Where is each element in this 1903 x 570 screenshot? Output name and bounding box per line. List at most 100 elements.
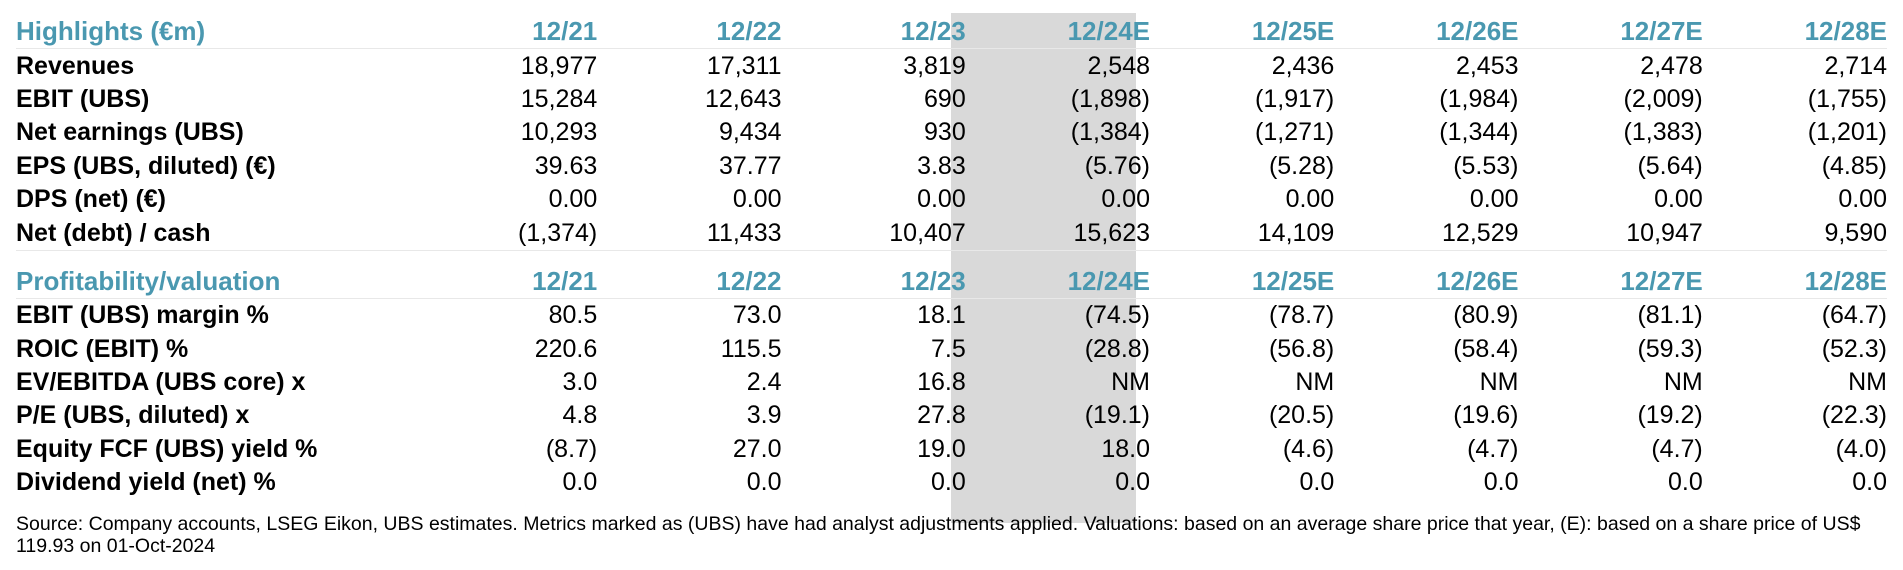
- year-header: 12/22: [597, 15, 782, 50]
- row-label: EBIT (UBS): [16, 84, 150, 113]
- year-header: 12/21: [413, 15, 598, 50]
- value-cell: 37.77: [718, 151, 782, 180]
- value-cell: 0.0: [1667, 468, 1703, 497]
- value-cell: 10,293: [520, 118, 598, 147]
- year-header: 12/23: [781, 15, 966, 50]
- section-title: Profitability/valuation: [16, 264, 413, 300]
- year-header: 12/27E: [1518, 15, 1703, 50]
- table-row: EPS (UBS, diluted) (€) 39.63 37.77 3.83 (5.7…: [16, 150, 1887, 183]
- value-cell: (4.6): [1282, 434, 1335, 463]
- value-cell: (1,384): [1070, 118, 1150, 147]
- value-cell: 0.00: [548, 185, 598, 214]
- value-cell: NM: [1848, 368, 1887, 397]
- value-cell: 3.0: [562, 368, 598, 397]
- value-cell: 7.5: [930, 334, 966, 363]
- value-cell: 0.00: [917, 185, 966, 214]
- value-cell: (81.1): [1637, 301, 1703, 330]
- value-cell: (19.6): [1453, 401, 1519, 430]
- value-cell: 18.0: [1101, 434, 1150, 463]
- table-row: P/E (UBS, diluted) x 4.8 3.9 27.8 (19.1) (20.…: [16, 399, 1887, 432]
- value-cell: (22.3): [1821, 401, 1887, 430]
- value-cell: 15,284: [520, 84, 598, 113]
- value-cell: 10,407: [889, 218, 966, 247]
- year-header: 12/24E: [965, 15, 1150, 50]
- section-title: Highlights (€m): [16, 15, 413, 50]
- row-label: P/E (UBS, diluted) x: [16, 401, 250, 430]
- value-cell: 27.8: [917, 401, 966, 430]
- value-cell: (28.8): [1084, 334, 1150, 363]
- value-cell: (1,271): [1255, 118, 1335, 147]
- value-cell: (4.0): [1835, 434, 1887, 463]
- value-cell: 220.6: [534, 334, 598, 363]
- year-header: 12/25E: [1150, 15, 1335, 50]
- value-cell: (4.85): [1821, 151, 1887, 180]
- value-cell: 115.5: [720, 334, 782, 363]
- value-cell: (74.5): [1084, 301, 1150, 330]
- table-row: Net earnings (UBS) 10,293 9,434 930 (1,384) (…: [16, 116, 1887, 149]
- value-cell: 15,623: [1073, 218, 1150, 247]
- value-cell: 10,947: [1626, 218, 1703, 247]
- value-cell: (56.8): [1268, 334, 1335, 363]
- year-header: 12/28E: [1702, 15, 1887, 50]
- value-cell: (1,984): [1439, 84, 1519, 113]
- value-cell: (1,374): [518, 218, 598, 247]
- value-cell: 0.0: [1115, 468, 1150, 497]
- value-cell: 2.4: [746, 368, 782, 397]
- value-cell: (20.5): [1268, 401, 1335, 430]
- year-header: 12/23: [781, 264, 966, 300]
- row-label: EPS (UBS, diluted) (€): [16, 151, 276, 180]
- table-row: Dividend yield (net) % 0.0 0.0 0.0 0.0 0.0 0.0…: [16, 466, 1887, 499]
- value-cell: 12,529: [1442, 218, 1519, 247]
- value-cell: 12,643: [705, 84, 782, 113]
- value-cell: 18,977: [520, 51, 598, 80]
- year-header: 12/26E: [1334, 264, 1519, 300]
- value-cell: (58.4): [1453, 334, 1519, 363]
- value-cell: 3.9: [746, 401, 782, 430]
- value-cell: (1,898): [1070, 84, 1150, 113]
- value-cell: 9,590: [1824, 218, 1887, 247]
- value-cell: (2,009): [1623, 84, 1703, 113]
- value-cell: 690: [924, 84, 966, 113]
- value-cell: 2,436: [1271, 51, 1335, 80]
- row-label: Net (debt) / cash: [16, 218, 211, 247]
- table-row: EBIT (UBS) margin % 80.5 73.0 18.1 (74.5) (78…: [16, 299, 1887, 333]
- value-cell: NM: [1295, 368, 1335, 397]
- value-cell: (8.7): [545, 434, 598, 463]
- value-cell: NM: [1479, 368, 1519, 397]
- value-cell: 16.8: [917, 368, 966, 397]
- value-cell: (1,917): [1255, 84, 1335, 113]
- value-cell: (5.64): [1637, 151, 1703, 180]
- row-label: ROIC (EBIT) %: [16, 334, 189, 363]
- value-cell: 17,311: [706, 51, 782, 80]
- section-header-row: Profitability/valuation 12/21 12/22 12/23 12…: [16, 264, 1887, 300]
- row-label: DPS (net) (€): [16, 185, 166, 214]
- value-cell: 0.00: [1654, 185, 1703, 214]
- row-label: EBIT (UBS) margin %: [16, 301, 269, 330]
- table-row: EBIT (UBS) 15,284 12,643 690 (1,898) (1,917) (…: [16, 83, 1887, 116]
- value-cell: 2,714: [1824, 51, 1887, 80]
- value-cell: (52.3): [1821, 334, 1887, 363]
- year-header: 12/25E: [1150, 264, 1335, 300]
- value-cell: 0.0: [746, 468, 782, 497]
- source-note: Source: Company accounts, LSEG Eikon, UB…: [16, 513, 1861, 557]
- row-label: EV/EBITDA (UBS core) x: [16, 368, 306, 397]
- value-cell: (5.53): [1453, 151, 1519, 180]
- value-cell: 930: [924, 118, 966, 147]
- value-cell: 3.83: [917, 151, 966, 180]
- value-cell: NM: [1111, 368, 1150, 397]
- value-cell: 3,819: [903, 51, 966, 80]
- value-cell: 0.00: [1285, 185, 1335, 214]
- value-cell: 0.0: [562, 468, 598, 497]
- value-cell: 9,434: [718, 118, 782, 147]
- value-cell: 14,109: [1257, 218, 1335, 247]
- section-header-row: Highlights (€m) 12/21 12/22 12/23 12/24E 12/2…: [16, 15, 1887, 50]
- table-row: DPS (net) (€) 0.00 0.00 0.00 0.00 0.00 0.00 0.0…: [16, 183, 1887, 216]
- value-cell: (1,344): [1439, 118, 1519, 147]
- value-cell: 73.0: [732, 301, 782, 330]
- value-cell: (80.9): [1453, 301, 1519, 330]
- value-cell: (59.3): [1637, 334, 1703, 363]
- value-cell: 80.5: [548, 301, 598, 330]
- spacer-cell: [16, 249, 1887, 265]
- value-cell: (1,755): [1807, 84, 1887, 113]
